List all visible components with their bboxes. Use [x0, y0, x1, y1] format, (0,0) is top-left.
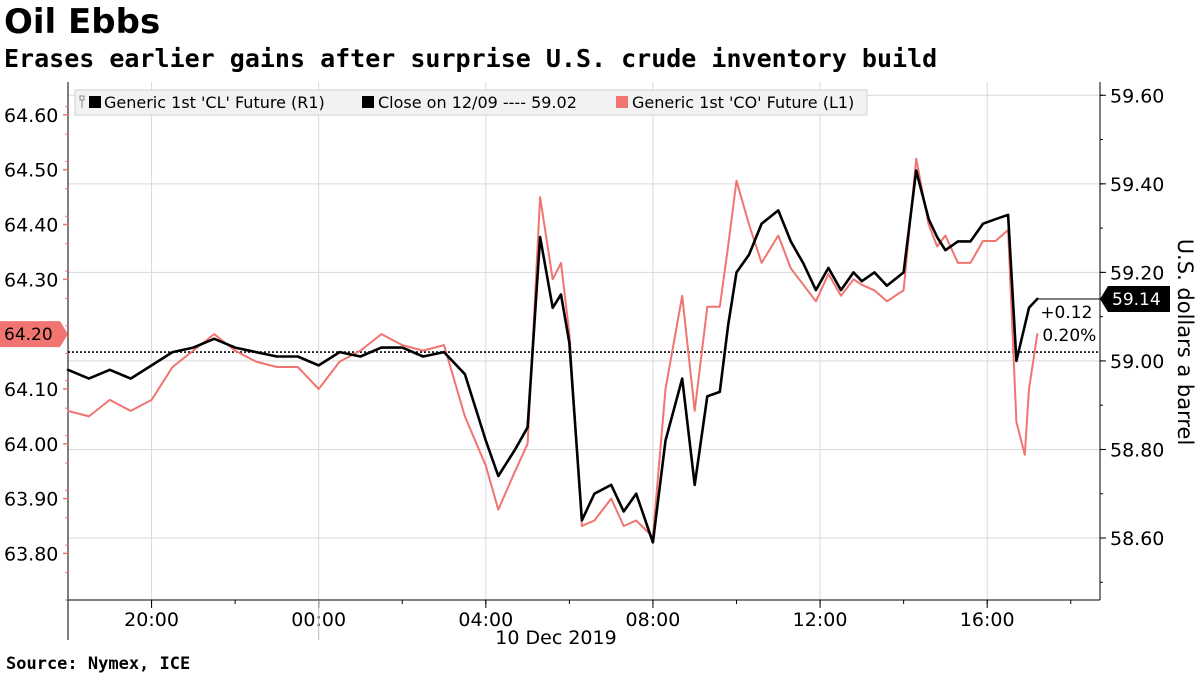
right-tick-label: 59.00 [1110, 351, 1164, 373]
change-percent: 0.20% [1042, 326, 1096, 346]
x-tick-label: 08:00 [626, 609, 681, 631]
left-axis-ticks: 63.80 63.90 64.00 64.10 64.20 64.30 64.40 64.50… [4, 105, 68, 601]
legend-swatch-close [362, 96, 374, 108]
right-tick-label: 58.60 [1110, 528, 1164, 550]
left-tick-label: 63.80 [4, 543, 58, 565]
x-tick-label: 16:00 [960, 609, 1015, 631]
right-tick-label: 59.60 [1110, 85, 1164, 107]
chart-subtitle: Erases earlier gains after surprise U.S.… [4, 44, 938, 73]
left-tick-label: 64.10 [4, 379, 58, 401]
left-current-label: 64.20 [4, 325, 53, 345]
left-current-flag: 64.20 [0, 321, 68, 348]
right-current-label: 59.14 [1112, 290, 1161, 310]
x-axis-ticks: 20:00 00:00 04:00 08:00 12:00 16:00 [67, 600, 1072, 640]
left-tick-label: 63.90 [4, 489, 58, 511]
right-tick-label: 59.20 [1110, 262, 1164, 284]
right-axis-label: U.S. dollars a barrel [1173, 239, 1197, 446]
chart-source: Source: Nymex, ICE [6, 654, 191, 674]
legend-swatch-co [616, 96, 628, 108]
legend-label-cl: Generic 1st 'CL' Future (R1) [104, 93, 325, 112]
right-tick-label: 59.40 [1110, 174, 1164, 196]
left-tick-label: 64.00 [4, 434, 58, 456]
legend-handle-icon [79, 95, 85, 108]
gridlines [68, 82, 1100, 600]
legend-swatch-cl [89, 96, 101, 108]
legend: Generic 1st 'CL' Future (R1) Close on 12… [74, 89, 868, 116]
right-tick-label: 58.80 [1110, 439, 1164, 461]
chart-title: Oil Ebbs [4, 2, 161, 42]
left-tick-label: 64.50 [4, 160, 58, 182]
legend-label-close: Close on 12/09 ---- 59.02 [378, 93, 577, 112]
x-tick-label: 12:00 [793, 609, 848, 631]
series-layer [66, 157, 1039, 544]
left-tick-label: 64.40 [4, 215, 58, 237]
right-axis-ticks: 58.60 58.80 59.00 59.20 59.40 59.60 [1100, 85, 1164, 583]
x-tick-label: 20:00 [124, 609, 179, 631]
series-line-cl [66, 169, 1039, 544]
right-current-flag: 59.14 [1100, 285, 1170, 312]
legend-box [74, 89, 868, 116]
left-tick-label: 64.60 [4, 105, 58, 127]
left-tick-label: 64.30 [4, 269, 58, 291]
x-tick-label: 04:00 [458, 609, 513, 631]
right-current-flag-shape [1100, 285, 1170, 312]
axes [67, 82, 1101, 601]
left-current-flag-shape [0, 321, 68, 348]
legend-label-co: Generic 1st 'CO' Future (L1) [632, 93, 854, 112]
change-absolute: +0.12 [1040, 303, 1092, 323]
x-date-label: 10 Dec 2019 [495, 627, 616, 649]
